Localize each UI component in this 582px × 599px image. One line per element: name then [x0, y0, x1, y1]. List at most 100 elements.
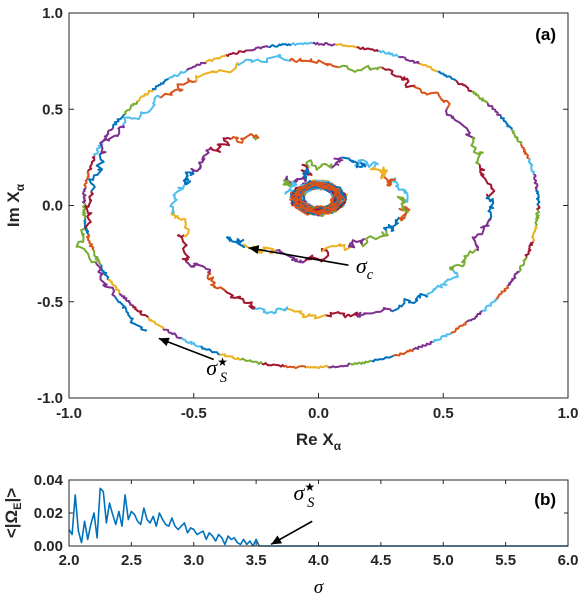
- trajectory-segment: [519, 143, 530, 160]
- x-tick-label: -1.0: [56, 405, 82, 422]
- x-tick-label: 6.0: [558, 552, 579, 569]
- y-tick-label: -0.5: [37, 294, 63, 311]
- trajectory-segment: [112, 113, 125, 129]
- trajectory-segment: [360, 230, 389, 248]
- x-tick-label: 2.5: [121, 552, 142, 569]
- panel-b-x-axis-label: σ: [314, 577, 324, 598]
- trajectory-segment: [282, 179, 297, 187]
- trajectory-segment: [300, 163, 313, 176]
- panel-b-annotations: σ★ S: [270, 480, 316, 546]
- trajectory-segment: [289, 41, 313, 47]
- trajectory-segment: [147, 316, 165, 330]
- trajectory-segment: [377, 49, 400, 58]
- trajectory-segment: [471, 217, 492, 252]
- trajectory-segment: [99, 124, 125, 154]
- trajectory-segment: [444, 108, 476, 140]
- annotation-arrowhead: [248, 245, 260, 254]
- trajectory-segment: [432, 332, 452, 343]
- trajectory-segment: [83, 171, 90, 188]
- trajectory-segment: [369, 166, 388, 180]
- x-tick-label: 4.0: [308, 552, 329, 569]
- panel-b-axes-frame: [68, 479, 569, 547]
- trajectory-segment: [518, 256, 528, 272]
- trajectory-segment: [392, 348, 414, 357]
- sigma-superscript: ★: [304, 480, 315, 494]
- x-tick-label: 2.0: [59, 552, 80, 569]
- trajectory-segment: [507, 270, 520, 287]
- trajectory-segment: [254, 136, 258, 141]
- trajectory-segment: [380, 174, 396, 187]
- trajectory-segment: [437, 70, 457, 82]
- x-tick-label: 1.0: [558, 405, 579, 422]
- trajectory-segment: [398, 55, 420, 65]
- trajectory-segment: [328, 362, 351, 369]
- x-tick-label: 3.0: [183, 552, 204, 569]
- trajectory-segment: [261, 362, 285, 368]
- trajectory-segment: [209, 136, 232, 153]
- trajectory-segment: [194, 62, 239, 82]
- trajectory-segment: [338, 64, 382, 73]
- trajectory-segment: [330, 156, 344, 169]
- trajectory-segment: [182, 170, 195, 186]
- trajectory-segment: [450, 320, 468, 335]
- trajectory-segment: [225, 49, 248, 57]
- trajectory-segment: [83, 218, 90, 235]
- panel-a-phase-plot: -1.0 -0.5 0.0 0.5 1.0 -1.0 -0.5 0.0 0.5 1.0 (a) R…: [4, 5, 578, 453]
- trajectory-segment: [237, 53, 292, 67]
- trajectory-segment: [354, 307, 393, 318]
- trajectory-segment: [510, 129, 523, 145]
- y-tick-label: 1.0: [42, 5, 63, 22]
- trajectory-segment: [190, 147, 212, 173]
- trajectory-segment: [225, 236, 246, 249]
- trajectory-segment: [132, 305, 149, 319]
- trajectory-segment: [396, 195, 410, 214]
- panel-b-ticks: 2.0 2.5 3.0 3.5 4.0 4.5 5.0 5.5 6.0 0.00 0.02 0.04: [34, 472, 579, 569]
- trajectory-segment: [381, 66, 416, 89]
- sigma-superscript: ★: [217, 355, 228, 369]
- trajectory-segment: [162, 328, 183, 340]
- sigma-base: σ: [206, 355, 218, 380]
- trajectory-segment: [341, 156, 367, 169]
- trajectory-segment: [253, 306, 289, 315]
- trajectory-segment: [413, 84, 451, 110]
- y-tick-label: 0.02: [34, 505, 63, 522]
- y-tick-label: 0.04: [34, 472, 64, 489]
- sigma-base: σ: [356, 253, 368, 278]
- trajectory-segment: [500, 115, 513, 130]
- panel-a-axes-frame: [68, 12, 569, 399]
- trajectory-segment: [284, 175, 308, 185]
- trajectory-segment: [533, 173, 539, 191]
- y-axis-label-subscript: α: [13, 183, 27, 191]
- omega-series-line: [68, 487, 568, 547]
- x-tick-label: -0.5: [181, 405, 207, 422]
- trajectory-group: [75, 41, 541, 370]
- trajectory-segment: [87, 155, 96, 172]
- trajectory-segment: [122, 94, 162, 126]
- x-tick-label: 3.5: [246, 552, 267, 569]
- trajectory-segment: [471, 90, 489, 104]
- trajectory-segment: [84, 190, 94, 230]
- trajectory-segment: [114, 296, 148, 332]
- trajectory-segment: [371, 355, 394, 363]
- trajectory-segment: [240, 357, 263, 365]
- annotation-label: σ★ S: [294, 480, 316, 511]
- trajectory-segment: [184, 260, 212, 274]
- trajectory-segment: [535, 189, 541, 207]
- trajectory-segment: [347, 238, 365, 249]
- annotation-label: σc: [356, 253, 374, 283]
- y-tick-label: -1.0: [37, 390, 63, 407]
- trajectory-segment: [186, 61, 207, 72]
- trajectory-segment: [412, 340, 433, 350]
- trajectory-segment: [151, 78, 169, 91]
- x-tick-label: 4.5: [370, 552, 391, 569]
- trajectory-segment: [181, 337, 201, 348]
- trajectory-segment: [466, 310, 483, 323]
- trajectory-segment: [284, 307, 326, 320]
- trajectory-segment: [324, 311, 358, 319]
- trajectory-segment: [205, 54, 227, 64]
- trajectory-segment: [118, 292, 134, 307]
- trajectory-segment: [82, 202, 87, 220]
- omega-label-subscript: E: [12, 503, 24, 510]
- sigma-subscript: S: [220, 370, 227, 386]
